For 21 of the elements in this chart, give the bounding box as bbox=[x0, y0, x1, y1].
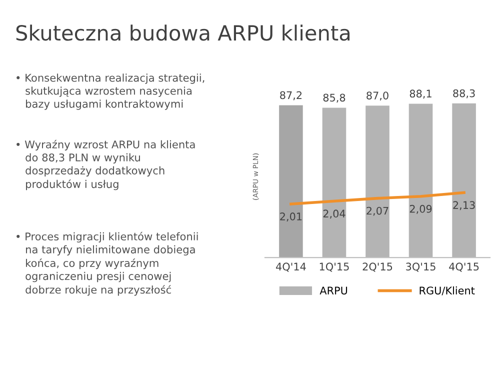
x-tick-label: 2Q'15 bbox=[362, 262, 392, 272]
text: • Wyraźny wzrost ARPU na klienta do 88,3 PLN w wyniku dosprzedaży dodatkowych produktów i usług bbox=[16, 140, 195, 190]
x-tick-label: 3Q'15 bbox=[406, 262, 436, 272]
data-label: 2,13 bbox=[453, 201, 475, 210]
chart-title: Skuteczna budowa ARPU klienta bbox=[16, 24, 350, 41]
data-label: 2,01 bbox=[280, 212, 302, 222]
x-tick-label: 4Q'14 bbox=[276, 262, 306, 272]
data-label: 2,09 bbox=[410, 204, 432, 214]
data-label: 2,07 bbox=[366, 206, 388, 216]
x-tick-label: 4Q'15 bbox=[449, 262, 479, 272]
data-label: 85,8 bbox=[323, 94, 346, 103]
x-tick-label: 1Q'15 bbox=[320, 262, 349, 272]
text: • Konsekwentna realizacja strategii, skutkująca wzrostem nasycenia bazy usługami kontraktowymi bbox=[16, 74, 204, 110]
text: • Proces migracji klientów telefonii na taryfy nielimitowane dobiega końca, co przy wyraźnym ograniczeniu presji cenowej dobrze rokuje na przyszłość bbox=[16, 232, 198, 296]
legend-label: ARPU bbox=[320, 286, 348, 294]
data-label: 87,2 bbox=[280, 91, 302, 100]
data-label: 87,0 bbox=[366, 92, 388, 101]
data-label: 2,04 bbox=[323, 210, 346, 219]
data-label: 88,1 bbox=[410, 90, 432, 99]
legend-label: RGU/Klient bbox=[420, 286, 475, 296]
data-label: 88,3 bbox=[453, 89, 475, 98]
